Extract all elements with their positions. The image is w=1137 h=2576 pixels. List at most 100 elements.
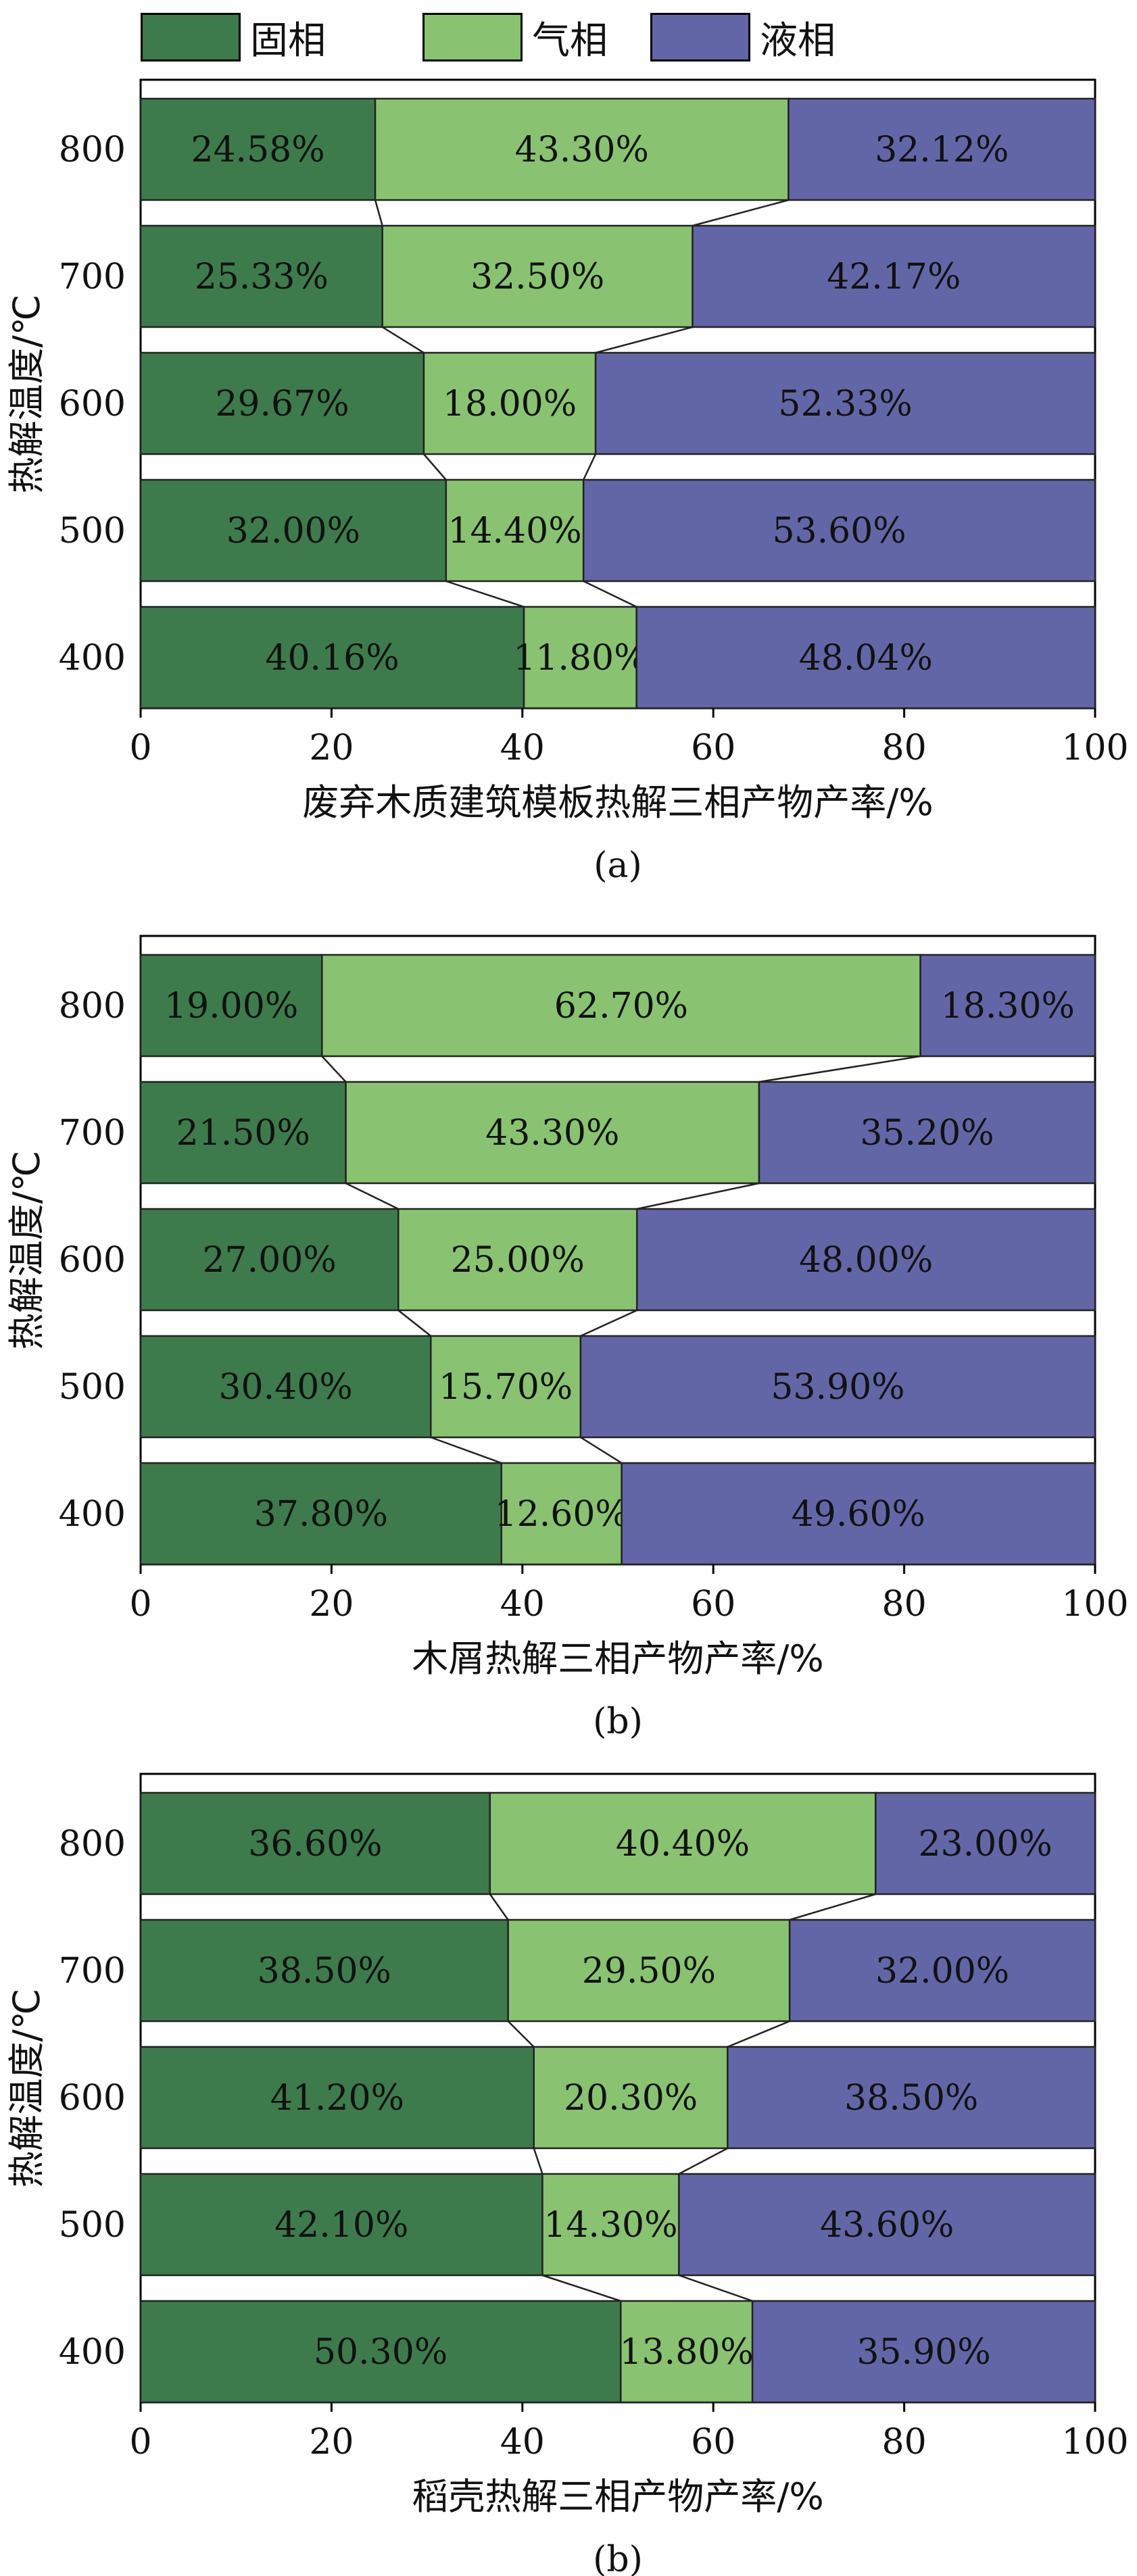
y-tick-label: 700 <box>59 1951 126 1991</box>
x-tick-label: 100 <box>1061 1584 1128 1625</box>
bar-value-label: 13.80% <box>620 2332 754 2373</box>
y-tick-label: 500 <box>59 2205 126 2246</box>
x-tick-label: 20 <box>309 728 354 768</box>
bar-segment <box>594 351 1096 455</box>
x-tick-label: 0 <box>129 1584 151 1625</box>
bar-value-label: 12.60% <box>495 1494 629 1535</box>
connector-line <box>382 326 425 354</box>
bar-value-label: 43.60% <box>820 2205 954 2246</box>
connector-line <box>542 2274 621 2302</box>
y-tick-label: 800 <box>59 1824 126 1864</box>
legend-swatch-gas <box>422 13 523 61</box>
y-tick-label: 700 <box>59 257 126 297</box>
bar-value-label: 38.50% <box>258 1951 391 1991</box>
bar-value-label: 32.50% <box>470 257 604 297</box>
bar-segment <box>139 351 425 455</box>
bar-segment <box>139 2173 543 2277</box>
panel-caption: (b) <box>593 2540 643 2576</box>
bar-segment <box>579 1335 1096 1439</box>
bar-value-label: 40.40% <box>616 1824 750 1864</box>
x-tick-label: 60 <box>691 728 735 768</box>
bar-segment <box>139 97 377 201</box>
connector-line <box>507 2021 535 2048</box>
bar-segment <box>619 2300 754 2404</box>
bar-value-label: 52.33% <box>778 384 912 424</box>
x-tick-label: 80 <box>882 2422 927 2462</box>
panel-caption: (b) <box>593 1702 643 1742</box>
bar-value-label: 19.00% <box>164 986 298 1026</box>
y-tick-label: 600 <box>59 1240 126 1281</box>
y-tick-label: 800 <box>59 986 126 1026</box>
legend-label-liquid: 液相 <box>760 18 836 63</box>
connector-line <box>789 1893 876 1921</box>
bar-segment <box>758 1081 1096 1185</box>
x-tick-label: 100 <box>1061 2422 1128 2462</box>
bar-segment <box>533 2046 729 2150</box>
y-tick-label: 800 <box>59 130 126 170</box>
bar-value-label: 32.12% <box>875 130 1009 170</box>
connector-line <box>345 1182 399 1210</box>
connector-line <box>692 199 789 227</box>
bar-value-label: 30.40% <box>218 1367 352 1408</box>
connector-line <box>321 1056 347 1083</box>
x-axis-label: 木屑热解三相产物产率/% <box>412 1637 824 1680</box>
bar-segment <box>321 953 921 1058</box>
connector-line <box>580 1309 637 1337</box>
bar-value-label: 43.30% <box>485 1113 619 1154</box>
y-tick-label: 600 <box>59 384 126 424</box>
x-tick-label: 0 <box>129 728 151 768</box>
bar-value-label: 50.30% <box>314 2332 447 2373</box>
connector-line <box>678 2147 728 2175</box>
bar-value-label: 35.90% <box>856 2332 990 2373</box>
bar-segment <box>429 1335 582 1439</box>
bar-value-label: 49.60% <box>792 1494 925 1535</box>
bar-segment <box>139 605 525 710</box>
bar-segment <box>678 2173 1096 2277</box>
connector-line <box>430 1436 502 1464</box>
y-tick-label: 500 <box>59 511 126 551</box>
bar-segment <box>139 1462 502 1566</box>
x-tick-label: 40 <box>500 728 545 768</box>
bar-segment <box>621 1462 1096 1566</box>
bar-segment <box>500 1462 623 1566</box>
bar-segment <box>727 2046 1096 2150</box>
legend-label-solid: 固相 <box>250 18 326 63</box>
y-tick-label: 600 <box>59 2078 126 2119</box>
bar-value-label: 24.58% <box>191 130 324 170</box>
bar-value-label: 11.80% <box>513 638 647 678</box>
bar-segment <box>139 478 447 583</box>
bar-segment <box>139 1918 509 2023</box>
bar-segment <box>345 1081 760 1185</box>
bar-segment <box>397 1208 638 1312</box>
bar-value-label: 32.00% <box>226 511 360 551</box>
legend: 固相 气相 液相 <box>0 0 1137 74</box>
connector-line <box>374 199 383 226</box>
bar-value-label: 25.00% <box>451 1240 585 1281</box>
bar-value-label: 48.04% <box>799 638 933 678</box>
connector-line <box>422 453 447 480</box>
bar-segment <box>139 224 383 328</box>
connector-line <box>533 2148 543 2175</box>
bar-value-label: 21.50% <box>176 1113 310 1154</box>
x-tick-label: 20 <box>309 2422 354 2462</box>
legend-item-liquid: 液相 <box>650 9 836 65</box>
legend-item-solid: 固相 <box>141 9 326 65</box>
bar-segment <box>788 97 1096 201</box>
bar-value-label: 29.67% <box>215 384 349 424</box>
bar-segment <box>139 953 323 1058</box>
bar-segment <box>139 1081 347 1185</box>
connector-line <box>758 1055 921 1083</box>
bar-value-label: 62.70% <box>554 986 688 1026</box>
bar-segment <box>751 2300 1096 2404</box>
bar-value-label: 14.30% <box>543 2205 677 2246</box>
bar-segment <box>635 1208 1096 1312</box>
y-tick-label: 400 <box>59 1494 126 1535</box>
x-tick-label: 80 <box>882 1584 927 1625</box>
bar-value-label: 25.33% <box>195 257 329 297</box>
bar-value-label: 40.16% <box>265 638 399 678</box>
x-tick-label: 20 <box>309 1584 354 1625</box>
y-axis-label: 热解温度/℃ <box>5 1151 48 1350</box>
bar-value-label: 15.70% <box>439 1367 573 1408</box>
bar-segment <box>788 1918 1096 2023</box>
